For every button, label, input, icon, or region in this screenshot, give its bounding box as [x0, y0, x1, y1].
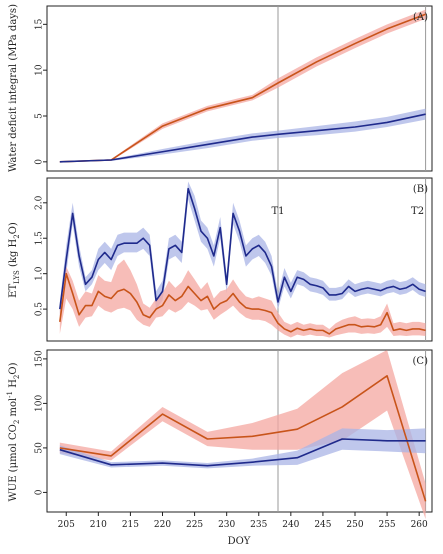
- panel-b-label: (B): [413, 184, 428, 195]
- blue-series-band: [59, 428, 426, 469]
- orange-series-band: [59, 9, 426, 162]
- y-tick-label: 100: [35, 395, 45, 412]
- y-tick-label: 15: [35, 18, 45, 30]
- x-tick-label: 235: [250, 520, 267, 530]
- blue-series-line: [59, 187, 426, 310]
- x-tick-label: 250: [346, 520, 363, 530]
- reference-line-label: T1: [271, 206, 284, 217]
- orange-series-line: [59, 272, 426, 335]
- blue-series-band: [59, 181, 426, 317]
- panel-a: 0 5 10 15 (A) Water deficit integral (MPa d…: [8, 4, 433, 172]
- panel-c: 0 50 100 150 (C) WUE (μmol CO2 mol-1 H2O): [6, 349, 433, 520]
- orange-series-band: [59, 350, 426, 520]
- y-tick-label: 150: [35, 350, 45, 367]
- y-tick-label: 1.5: [35, 231, 45, 246]
- y-tick-label: 0: [35, 159, 45, 165]
- orange-series-band: [59, 259, 426, 338]
- y-tick-label: 1.0: [35, 266, 45, 281]
- panel-b-y-axis-label: ETLYS (kg H2O): [8, 222, 21, 298]
- x-tick-label: 260: [411, 520, 428, 530]
- x-tick-label: 215: [122, 520, 139, 530]
- y-tick-label: 5: [35, 113, 45, 119]
- x-tick-label: 220: [154, 520, 171, 530]
- panel-b-frame: [46, 177, 433, 342]
- panel-c-frame: [46, 349, 433, 513]
- x-tick-label: 225: [186, 520, 203, 530]
- y-tick-label: 50: [35, 442, 45, 454]
- orange-series-line: [59, 13, 426, 163]
- x-tick-label: 245: [314, 520, 331, 530]
- blue-series-band: [59, 108, 426, 162]
- panel-a-label: (A): [413, 12, 428, 23]
- y-tick-label: 2.0: [35, 195, 45, 210]
- x-tick-label: 240: [282, 520, 299, 530]
- x-axis: 205 210 215 220 225 230 235 240 245 250 255 260: [58, 512, 428, 530]
- y-tick-label: 0: [35, 489, 45, 495]
- x-tick-label: 210: [90, 520, 107, 530]
- panel-b: 0.5 1.0 1.5 2.0 (B) ETLYS (kg H2O) T1 T2: [8, 177, 433, 342]
- panel-a-y-axis-label: Water deficit integral (MPa days): [8, 4, 19, 172]
- y-tick-label: 0.5: [35, 302, 45, 317]
- x-tick-label: 230: [218, 520, 235, 530]
- x-axis-label: DOY: [228, 536, 251, 547]
- panel-c-y-axis-label: WUE (μmol CO2 mol-1 H2O): [6, 362, 21, 501]
- panel-a-frame: [46, 5, 433, 172]
- reference-line-label: T2: [411, 206, 424, 217]
- blue-series-line: [59, 438, 426, 467]
- x-tick-label: 255: [378, 520, 395, 530]
- x-tick-label: 205: [58, 520, 75, 530]
- y-tick-label: 10: [35, 64, 45, 76]
- panel-c-label: (C): [413, 356, 429, 367]
- blue-series-line: [59, 113, 426, 163]
- orange-series-line: [59, 375, 427, 502]
